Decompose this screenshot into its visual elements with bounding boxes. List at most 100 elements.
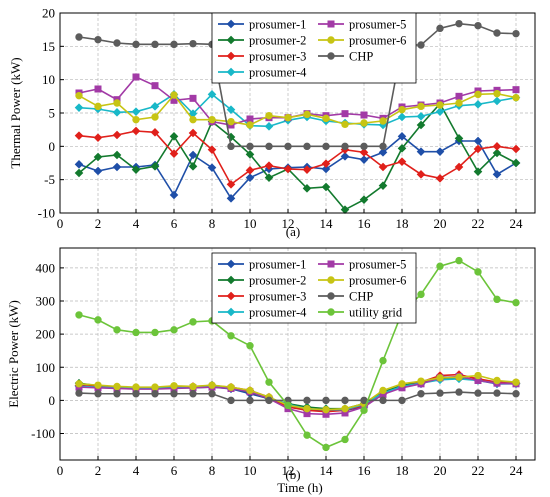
panel-caption-b: (b)	[285, 467, 300, 482]
y-tick-label: -100	[31, 426, 55, 441]
data-point	[378, 148, 388, 157]
legend-item: prosumer-4	[218, 306, 307, 320]
series-prosumer-6	[75, 89, 520, 129]
data-point	[398, 105, 406, 114]
data-point	[208, 381, 216, 389]
data-point	[474, 371, 482, 380]
data-point	[227, 383, 235, 391]
data-point	[226, 180, 236, 189]
data-point	[473, 167, 483, 176]
data-point	[169, 149, 179, 158]
data-point	[512, 93, 520, 102]
legend-item: prosumer-5	[318, 258, 406, 272]
data-point	[321, 182, 331, 192]
legend-marker	[226, 51, 236, 61]
data-point	[112, 130, 122, 140]
data-point	[131, 107, 141, 116]
data-point	[169, 190, 179, 200]
data-point	[378, 181, 388, 190]
data-point	[246, 121, 254, 129]
data-point	[150, 162, 160, 171]
data-point	[189, 318, 197, 326]
data-point	[246, 142, 254, 151]
y-tick-label: 20	[42, 6, 55, 21]
x-tick-label: 22	[472, 216, 485, 231]
data-point	[227, 117, 235, 126]
data-point	[436, 262, 444, 270]
data-point	[170, 91, 178, 99]
data-point	[435, 107, 445, 116]
y-tick-label: -10	[38, 206, 55, 221]
data-point	[132, 383, 140, 391]
x-tick-label: 6	[171, 216, 178, 231]
data-point	[264, 122, 274, 131]
x-tick-label: 24	[510, 216, 524, 231]
data-point	[226, 105, 236, 114]
data-point	[94, 102, 102, 111]
x-tick-label: 14	[320, 463, 334, 478]
y-tick-label: 10	[42, 72, 55, 87]
legend-label: prosumer-6	[349, 274, 406, 288]
legend-marker	[226, 275, 236, 285]
data-point	[93, 133, 103, 142]
series-utility-grid	[75, 256, 520, 452]
legend-label: prosumer-2	[249, 34, 306, 48]
data-point	[208, 390, 216, 398]
series-prosumer-6	[75, 371, 520, 414]
data-point	[246, 396, 254, 405]
data-point	[512, 86, 520, 94]
data-point	[397, 157, 407, 166]
data-point	[436, 389, 444, 397]
legend-item: prosumer-1	[218, 18, 306, 32]
data-point	[417, 390, 425, 398]
data-point	[493, 376, 501, 385]
data-point	[189, 390, 197, 398]
data-point	[94, 381, 102, 389]
data-point	[113, 326, 121, 334]
x-tick-label: 20	[434, 216, 447, 231]
data-point	[169, 132, 179, 141]
data-point	[398, 396, 406, 405]
y-axis-label-b: Electric Power (kW)	[6, 300, 21, 408]
panel-caption-a: (a)	[286, 224, 300, 239]
legend-label: prosumer-3	[249, 50, 306, 64]
data-point	[416, 112, 426, 121]
x-tick-label: 8	[209, 216, 216, 231]
data-point	[379, 142, 387, 151]
data-point	[359, 195, 369, 204]
data-point	[359, 155, 369, 164]
legend-item: prosumer-3	[218, 50, 306, 64]
legend-marker	[226, 307, 236, 317]
data-point	[112, 150, 122, 160]
data-point	[322, 443, 330, 452]
data-point	[417, 290, 425, 299]
data-point	[322, 396, 330, 405]
data-point	[113, 390, 121, 398]
data-point	[151, 40, 159, 49]
data-point	[454, 134, 464, 143]
data-point	[417, 41, 425, 49]
data-point	[493, 295, 501, 304]
x-tick-label: 4	[133, 216, 140, 231]
data-point	[112, 162, 122, 172]
data-point	[227, 332, 235, 340]
series-a	[74, 19, 521, 214]
data-point	[321, 164, 331, 174]
legend-item: prosumer-5	[318, 18, 406, 32]
data-point	[322, 114, 330, 123]
legend-marker	[327, 20, 335, 28]
data-point	[208, 115, 216, 124]
data-point	[303, 431, 311, 439]
data-point	[112, 108, 122, 117]
data-point	[189, 94, 197, 102]
x-tick-label: 22	[472, 463, 485, 478]
data-point	[189, 115, 197, 124]
x-tick-label: 6	[171, 463, 178, 478]
data-point	[473, 100, 483, 109]
data-point	[511, 158, 521, 168]
data-point	[227, 142, 235, 151]
legend-box	[211, 12, 417, 84]
data-point	[417, 102, 425, 111]
data-point	[245, 173, 255, 182]
